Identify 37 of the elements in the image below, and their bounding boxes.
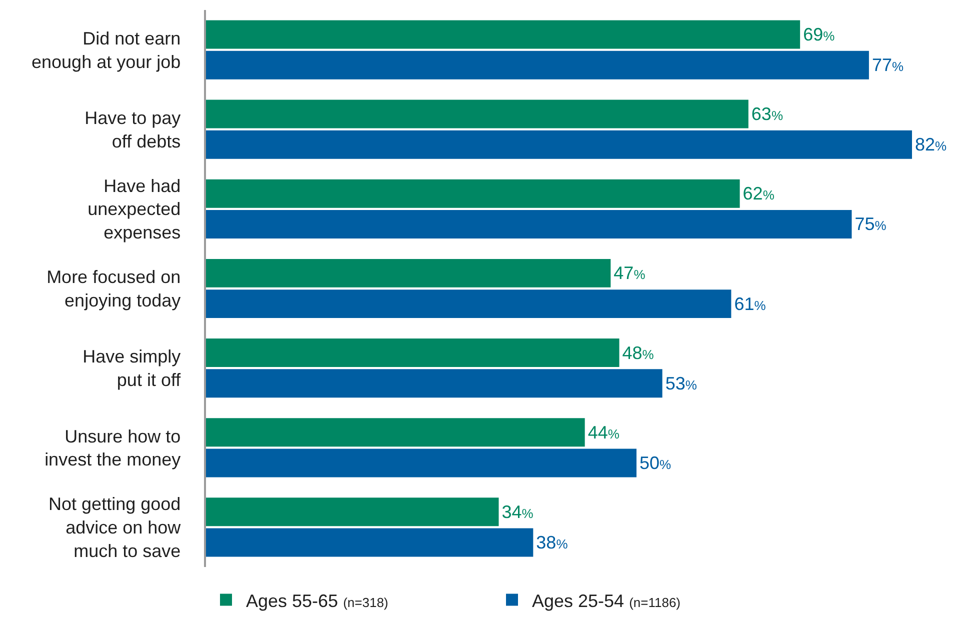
bar [206, 418, 585, 447]
data-label: 63% [751, 104, 784, 124]
y-tick-label: Have to pay off debts [84, 108, 181, 152]
data-label: 38% [536, 532, 568, 553]
bar [206, 20, 800, 49]
bar [206, 100, 748, 128]
data-label: 47% [614, 263, 646, 284]
bar [206, 498, 499, 526]
bar [206, 369, 662, 398]
y-tick-label: Did not earn enough at your job [32, 28, 181, 72]
bar [206, 210, 852, 238]
data-label: 44% [588, 422, 620, 442]
legend-label: Ages 25-54 (n=1186) [532, 590, 681, 611]
y-tick-label: Have simply put it off [82, 346, 182, 390]
y-tick-label: Unsure how to invest the money [44, 426, 181, 470]
bar [206, 50, 869, 80]
y-tick-label: More focused on enjoying today [46, 267, 181, 310]
data-label: 34% [502, 502, 534, 522]
data-label: 62% [742, 184, 775, 204]
data-label: 69% [803, 24, 836, 44]
bar [206, 448, 636, 478]
data-label: 48% [622, 342, 654, 363]
bar [206, 528, 534, 557]
bar [206, 290, 732, 318]
data-label: 61% [734, 294, 766, 314]
bar [206, 258, 611, 288]
y-tick-label: Not getting good advice on how much to save [48, 494, 182, 561]
data-label: 82% [915, 134, 948, 155]
bar [206, 338, 620, 367]
data-label: 50% [639, 452, 672, 473]
data-label: 75% [854, 214, 887, 234]
data-label: 53% [665, 373, 698, 394]
bar [206, 130, 912, 159]
data-label: 77% [872, 55, 904, 76]
legend-label: Ages 55-65 (n=318) [246, 590, 388, 611]
bar [206, 179, 740, 208]
y-tick-label: Have had unexpected expenses [88, 176, 181, 243]
